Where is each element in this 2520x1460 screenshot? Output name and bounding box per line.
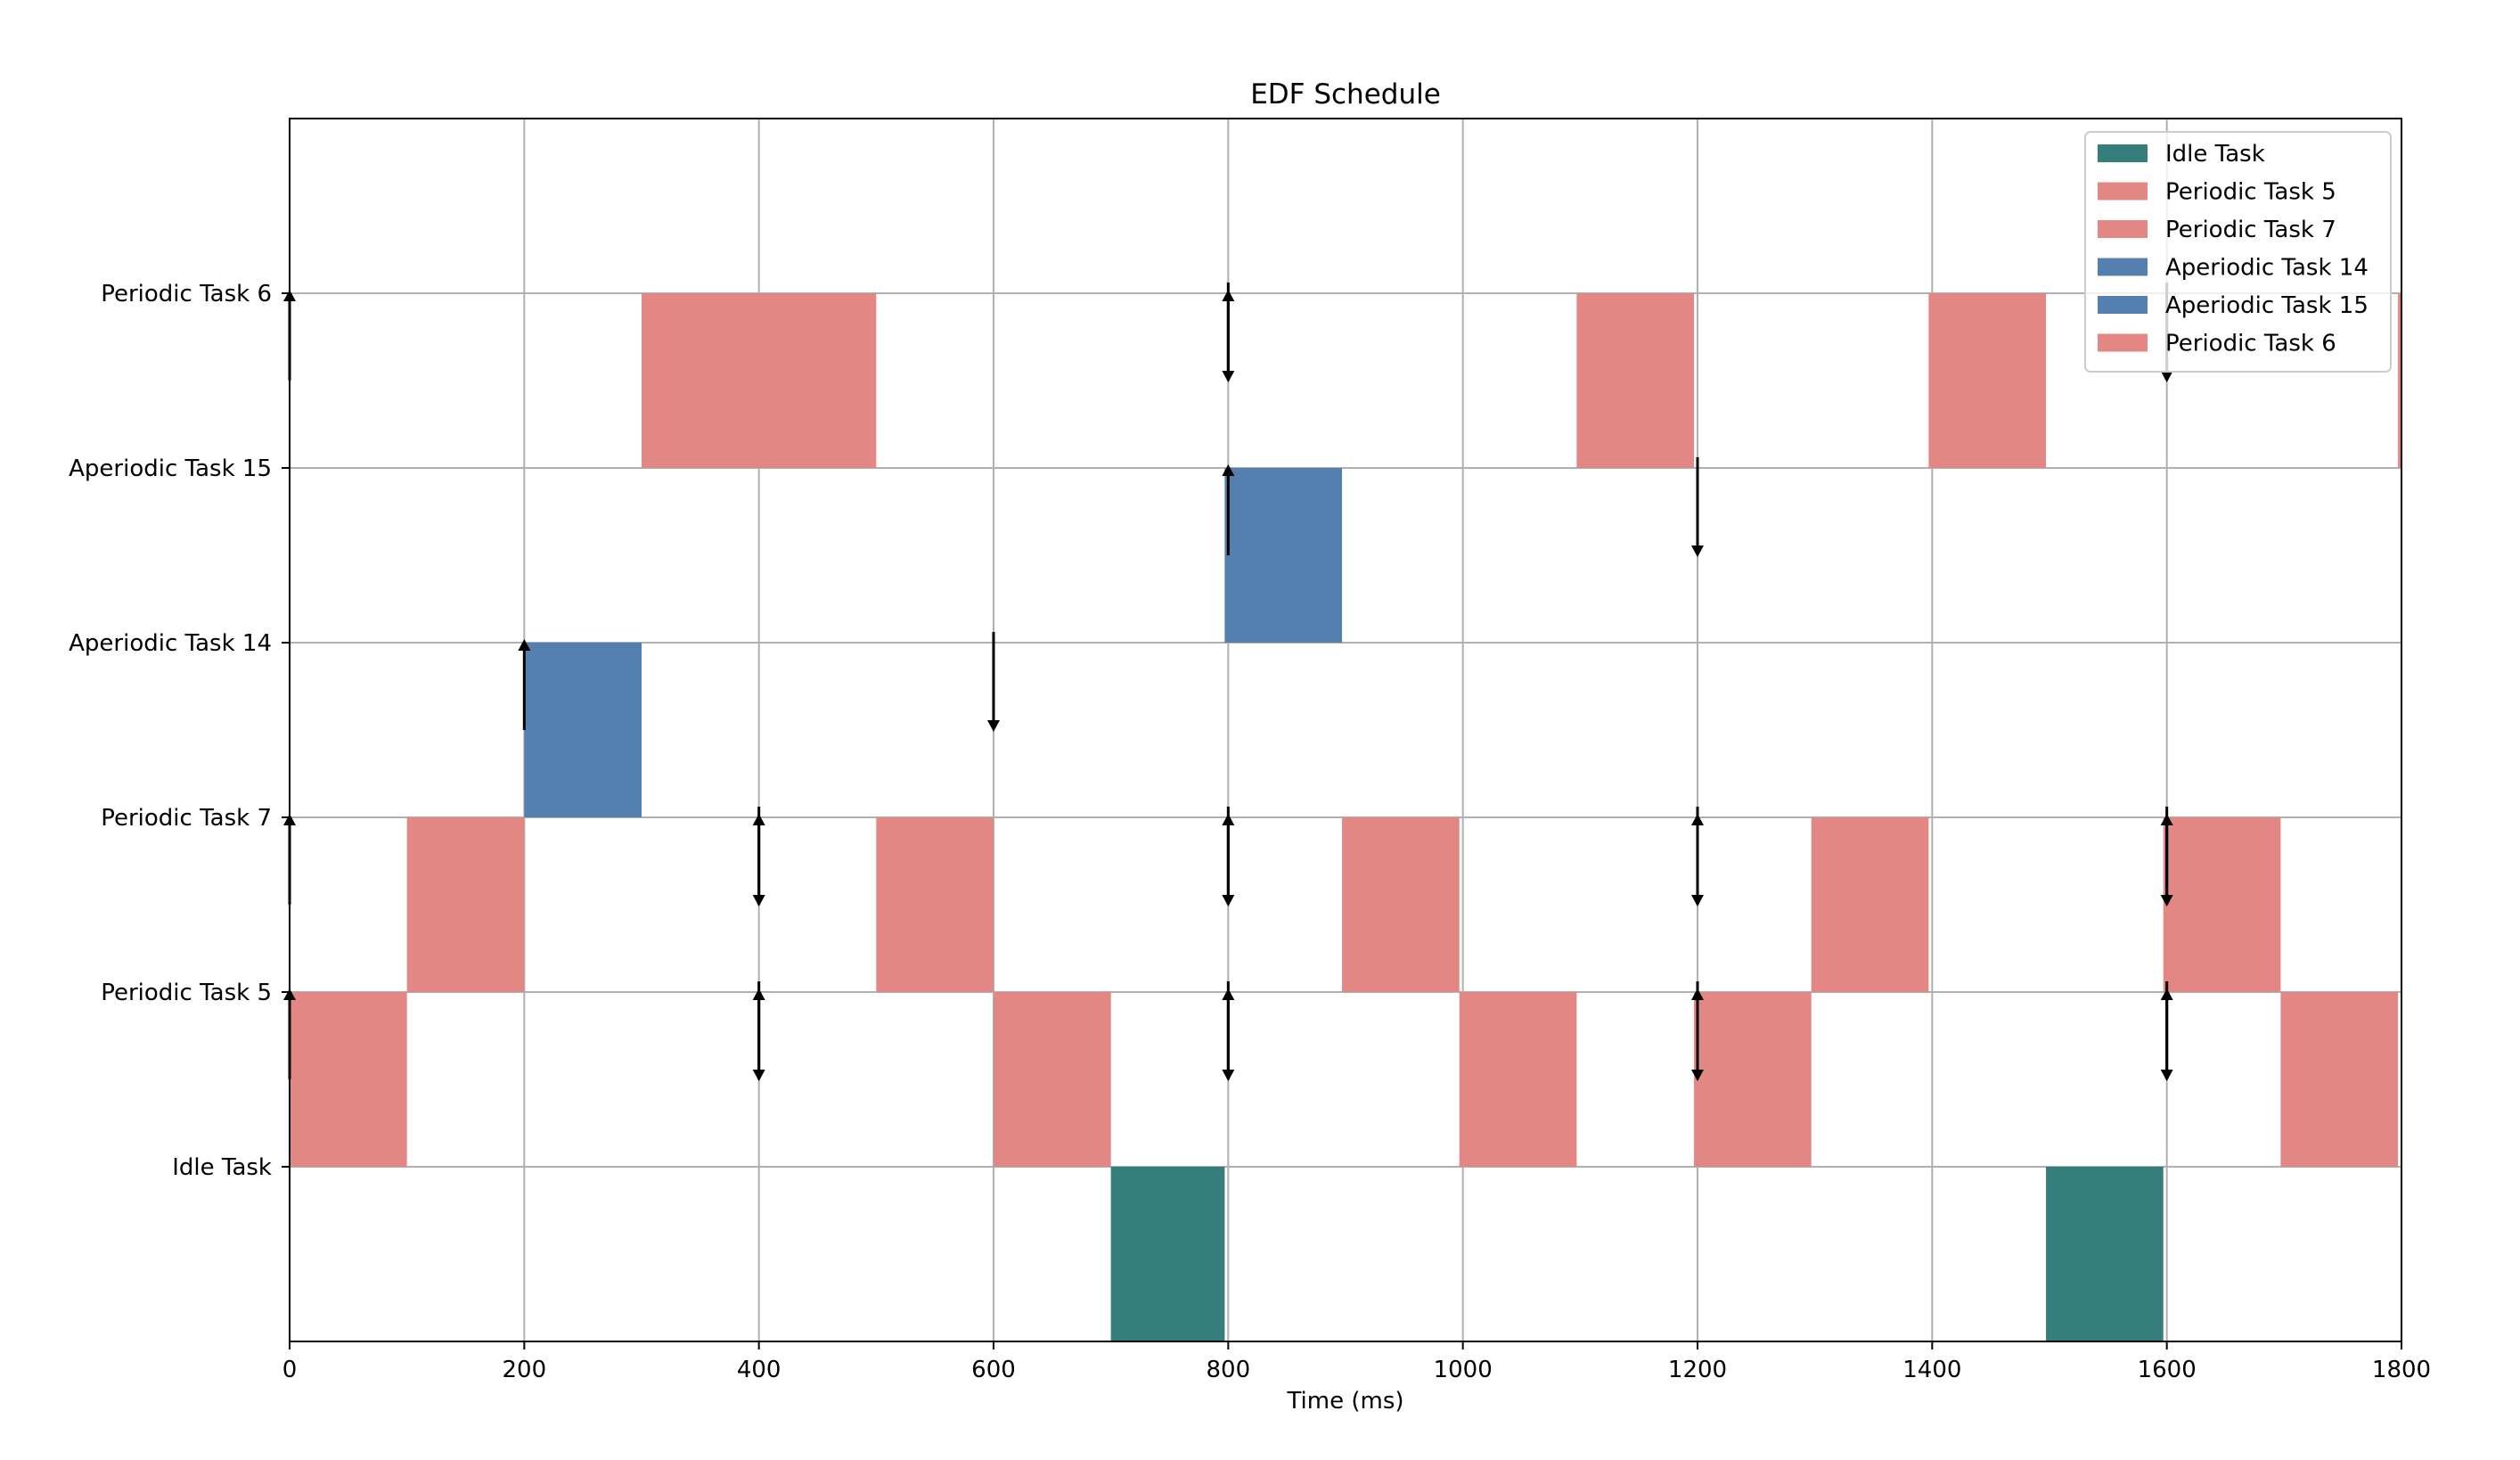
legend-swatch — [2098, 258, 2148, 276]
deadline-arrow-head — [1691, 895, 1704, 906]
y-tick-label: Periodic Task 5 — [101, 980, 272, 1006]
schedule-bar — [1224, 468, 1343, 643]
deadline-arrow-head — [752, 1070, 765, 1081]
deadline-arrow-head — [1222, 371, 1235, 382]
legend-label: Aperiodic Task 15 — [2165, 292, 2369, 319]
x-tick-label: 600 — [971, 1357, 1016, 1383]
legend-swatch — [2098, 333, 2148, 352]
x-tick-label: 1200 — [1668, 1357, 1727, 1383]
schedule-bar — [1694, 992, 1812, 1167]
legend-label: Aperiodic Task 14 — [2165, 255, 2369, 282]
legend-swatch — [2098, 296, 2148, 314]
deadline-arrow-head — [2160, 371, 2173, 382]
schedule-bar — [290, 992, 407, 1167]
x-tick-label: 0 — [282, 1357, 298, 1383]
chart-title: EDF Schedule — [1250, 78, 1441, 111]
legend-label: Periodic Task 5 — [2165, 179, 2336, 206]
legend-swatch — [2098, 220, 2148, 238]
schedule-bar — [994, 992, 1111, 1167]
plot-frame — [289, 118, 2402, 1342]
schedule-bar — [2398, 293, 2401, 468]
schedule-bar — [642, 293, 877, 468]
x-tick-label: 1600 — [2138, 1357, 2197, 1383]
deadline-arrow-head — [1222, 1070, 1235, 1081]
x-tick-label: 1400 — [1902, 1357, 1961, 1383]
x-tick-label: 800 — [1207, 1357, 1251, 1383]
y-tick-label: Aperiodic Task 14 — [69, 630, 272, 657]
schedule-bar — [2280, 992, 2399, 1167]
release-arrow-head — [518, 639, 531, 651]
legend-label: Periodic Task 7 — [2165, 217, 2336, 243]
x-tick-label: 400 — [737, 1357, 781, 1383]
schedule-bar — [1811, 817, 1929, 992]
schedule-bars — [290, 293, 2401, 1341]
deadline-arrow-head — [1691, 545, 1704, 557]
x-tick-label: 1800 — [2372, 1357, 2431, 1383]
legend-label: Periodic Task 6 — [2165, 331, 2336, 357]
schedule-bar — [1928, 293, 2047, 468]
schedule-bar — [1342, 817, 1460, 992]
schedule-bar — [1576, 293, 1695, 468]
y-tick-label: Periodic Task 6 — [101, 281, 272, 308]
y-tick-label: Periodic Task 7 — [101, 805, 272, 832]
legend-box — [2084, 131, 2392, 373]
legend-swatch — [2098, 182, 2148, 201]
schedule-bar — [524, 643, 642, 817]
deadline-arrow-head — [2160, 895, 2173, 906]
schedule-bar — [1459, 992, 1577, 1167]
deadline-arrow-head — [2160, 1070, 2173, 1081]
schedule-bar — [876, 817, 994, 992]
schedule-bar — [1110, 1167, 1225, 1341]
y-tick-label: Aperiodic Task 15 — [69, 455, 272, 482]
deadline-arrow-head — [1691, 1070, 1704, 1081]
axis-ticks: 0 200 400 600 800 1000 1200 1400 1600 1800 Idle Ta… — [69, 281, 2431, 1383]
x-tick-label: 1000 — [1434, 1357, 1493, 1383]
deadline-arrow-head — [752, 895, 765, 906]
legend: Idle Task Periodic Task 5 Periodic Task 7 A… — [2084, 131, 2392, 373]
deadline-arrow-head — [1222, 895, 1235, 906]
legend-label: Idle Task — [2165, 141, 2265, 168]
legend-swatch — [2098, 144, 2148, 162]
x-axis-label: Time (ms) — [1286, 1388, 1403, 1415]
x-tick-label: 200 — [503, 1357, 547, 1383]
y-tick-label: Idle Task — [172, 1154, 272, 1181]
schedule-bar — [2163, 817, 2281, 992]
deadline-arrow-head — [987, 720, 1000, 732]
schedule-bar — [2046, 1167, 2164, 1341]
release-arrow-head — [1222, 464, 1235, 476]
schedule-bar — [406, 817, 525, 992]
